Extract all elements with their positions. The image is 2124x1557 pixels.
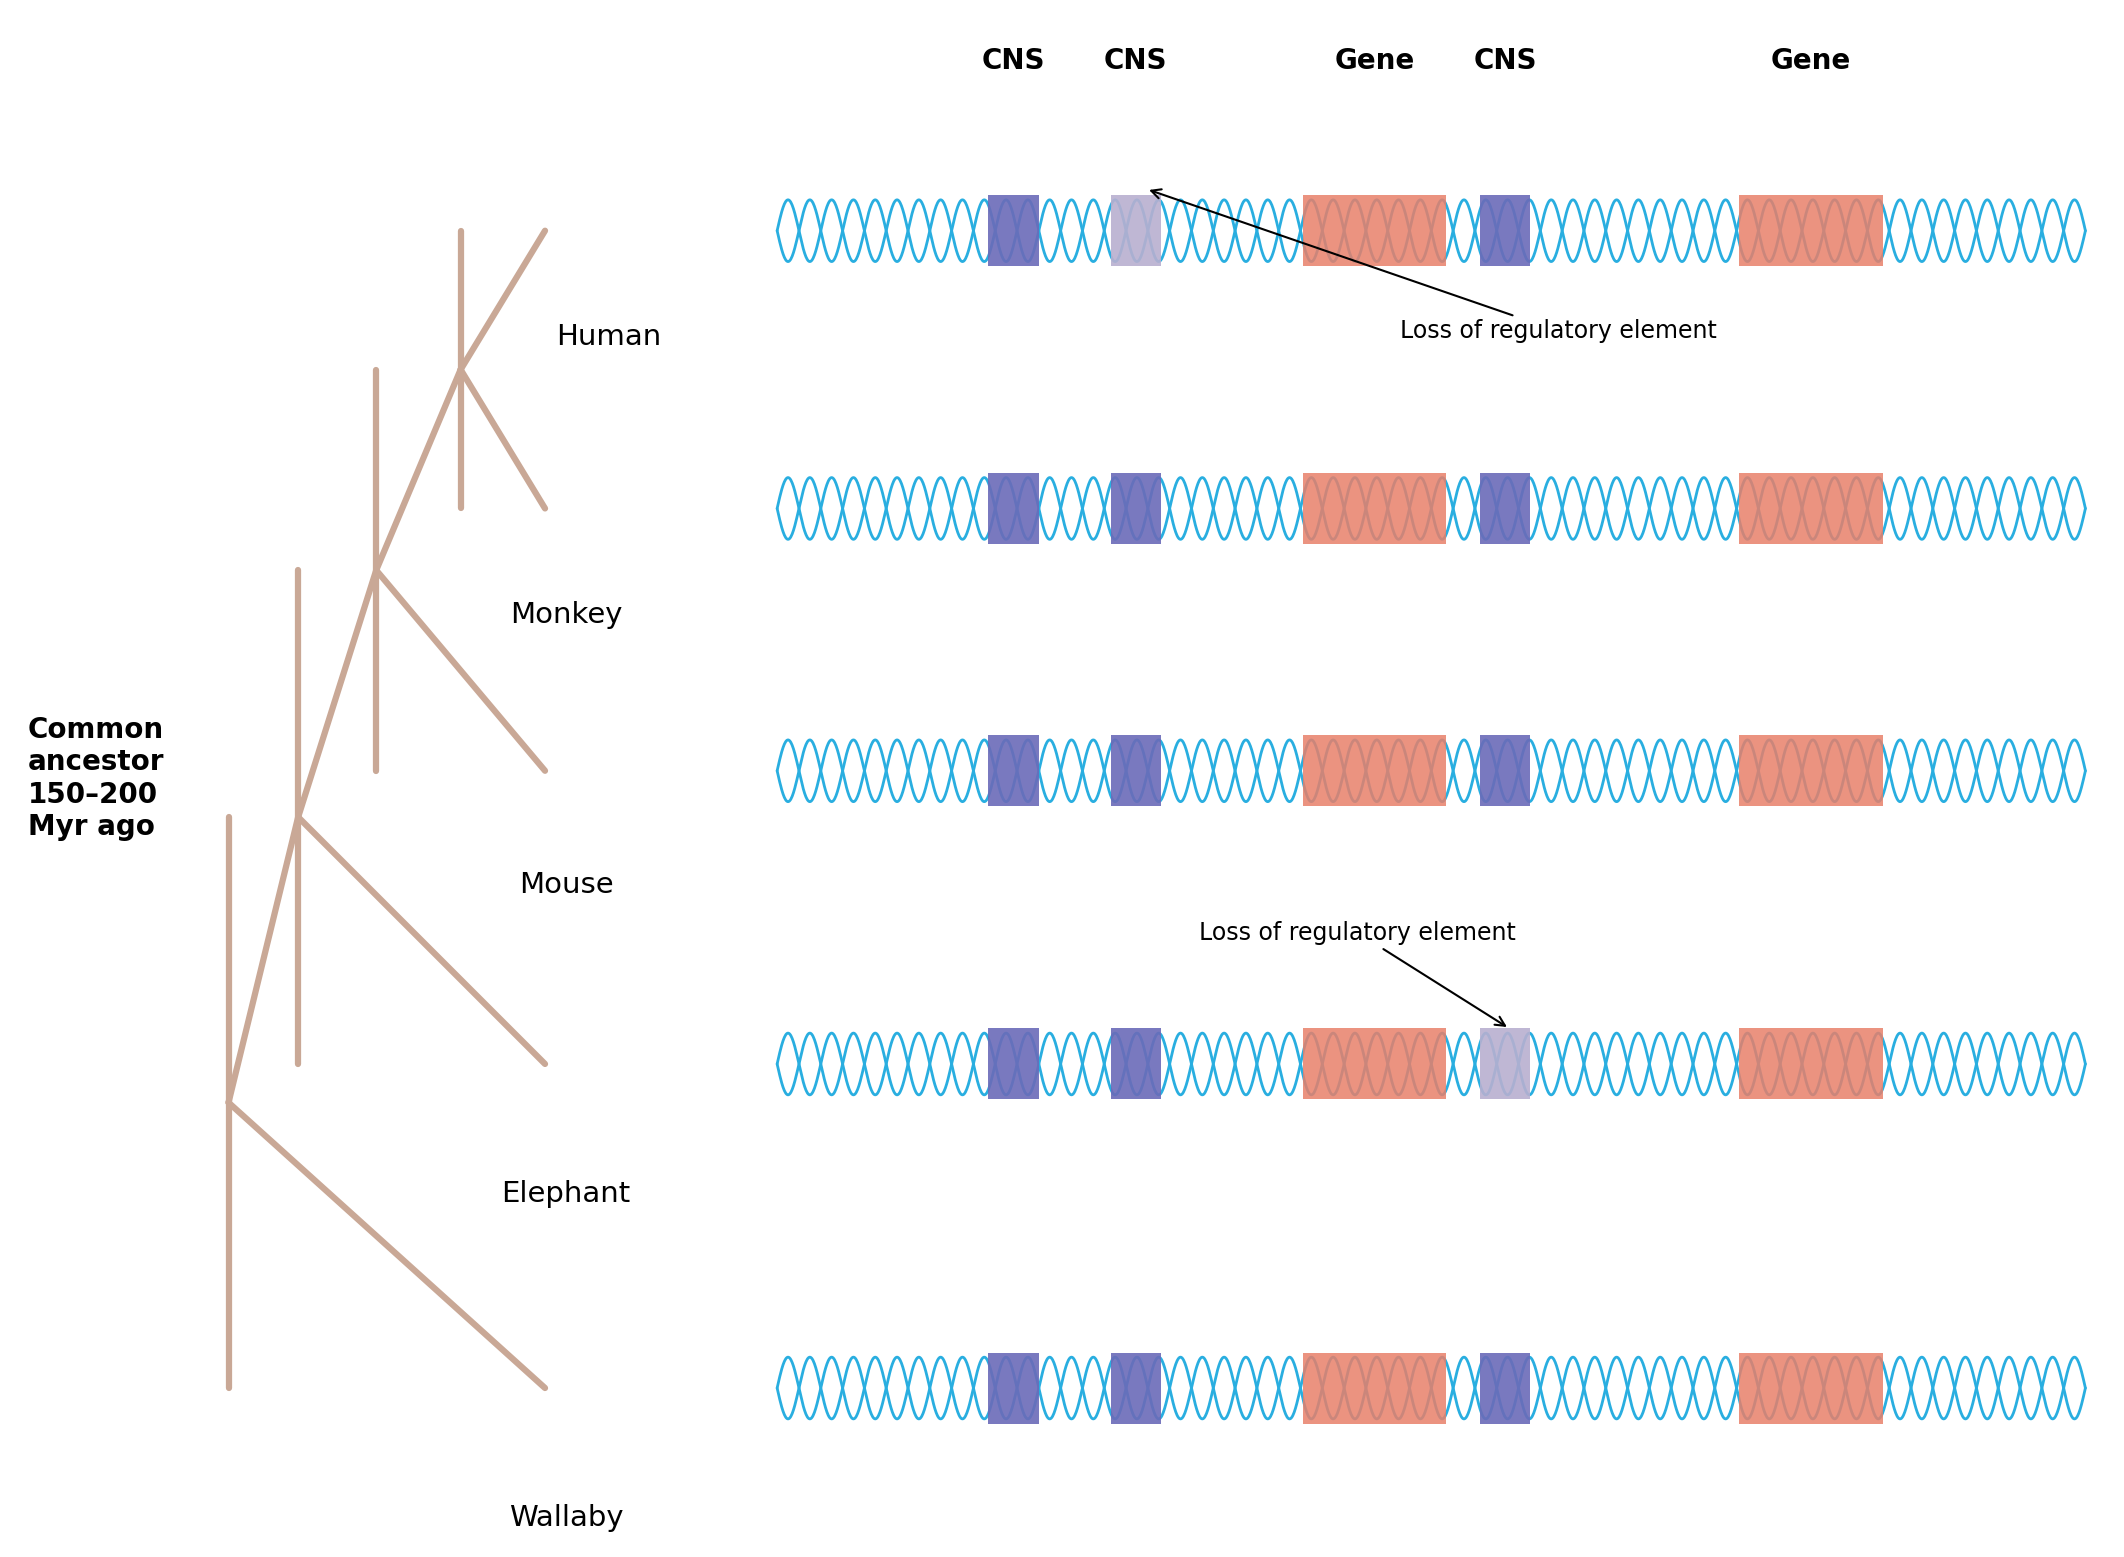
Text: CNS: CNS — [981, 47, 1045, 75]
FancyBboxPatch shape — [1302, 1353, 1446, 1423]
FancyBboxPatch shape — [1740, 1353, 1882, 1423]
Text: Elephant: Elephant — [501, 1180, 631, 1208]
Text: Monkey: Monkey — [510, 601, 622, 629]
Text: CNS: CNS — [1474, 47, 1538, 75]
FancyBboxPatch shape — [988, 1029, 1039, 1099]
FancyBboxPatch shape — [1111, 735, 1162, 807]
FancyBboxPatch shape — [1111, 1029, 1162, 1099]
FancyBboxPatch shape — [1740, 735, 1882, 807]
FancyBboxPatch shape — [988, 195, 1039, 266]
FancyBboxPatch shape — [1480, 195, 1531, 266]
FancyBboxPatch shape — [988, 1353, 1039, 1423]
Text: Human: Human — [556, 324, 661, 352]
FancyBboxPatch shape — [1111, 1353, 1162, 1423]
FancyBboxPatch shape — [988, 735, 1039, 807]
FancyBboxPatch shape — [1111, 195, 1162, 266]
FancyBboxPatch shape — [1740, 473, 1882, 543]
FancyBboxPatch shape — [1302, 473, 1446, 543]
FancyBboxPatch shape — [1302, 195, 1446, 266]
FancyBboxPatch shape — [1480, 473, 1531, 543]
Text: Wallaby: Wallaby — [510, 1504, 624, 1532]
FancyBboxPatch shape — [1111, 473, 1162, 543]
FancyBboxPatch shape — [1480, 1029, 1531, 1099]
FancyBboxPatch shape — [1302, 735, 1446, 807]
FancyBboxPatch shape — [1302, 1029, 1446, 1099]
FancyBboxPatch shape — [1480, 735, 1531, 807]
Text: Loss of regulatory element: Loss of regulatory element — [1151, 190, 1716, 343]
Text: Gene: Gene — [1334, 47, 1415, 75]
FancyBboxPatch shape — [1480, 1353, 1531, 1423]
FancyBboxPatch shape — [988, 473, 1039, 543]
Text: CNS: CNS — [1104, 47, 1168, 75]
Text: Gene: Gene — [1771, 47, 1852, 75]
Text: Mouse: Mouse — [518, 870, 614, 898]
Text: Common
ancestor
150–200
Myr ago: Common ancestor 150–200 Myr ago — [28, 716, 164, 841]
FancyBboxPatch shape — [1740, 1029, 1882, 1099]
FancyBboxPatch shape — [1740, 195, 1882, 266]
Text: Loss of regulatory element: Loss of regulatory element — [1200, 920, 1517, 1026]
